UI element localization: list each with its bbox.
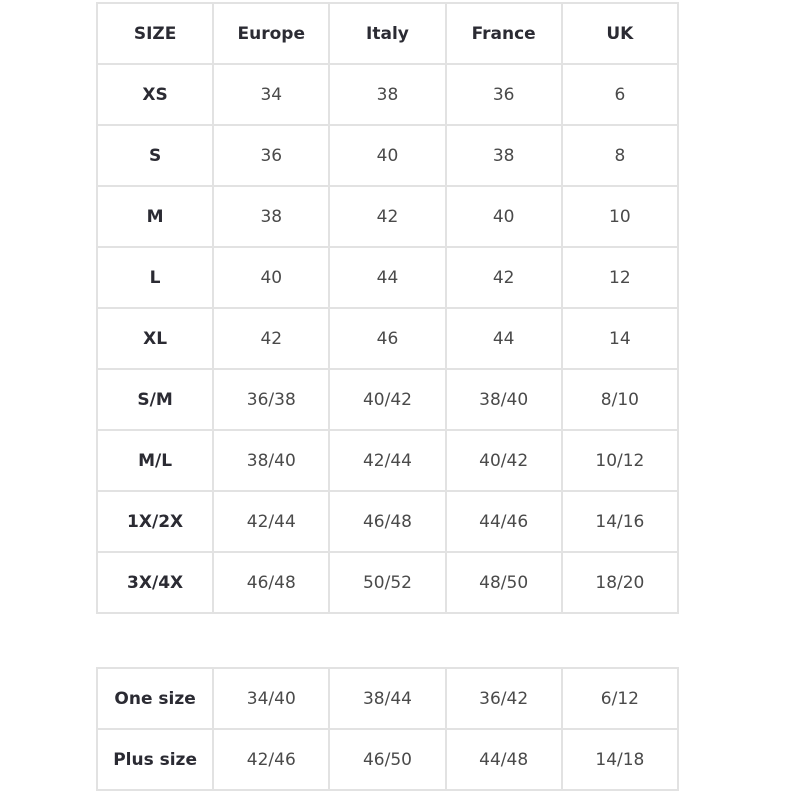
size-label-cell: 1X/2X xyxy=(95,490,215,553)
size-value-cell: 46/50 xyxy=(328,728,447,791)
size-value-cell: 36/42 xyxy=(444,667,563,730)
size-value-cell: 40 xyxy=(328,124,447,187)
size-value-cell: 42/44 xyxy=(328,429,447,492)
size-value-cell: 36 xyxy=(212,124,331,187)
size-label-cell: XS xyxy=(95,63,215,126)
size-label-cell: Plus size xyxy=(95,728,215,791)
size-value-cell: 44/46 xyxy=(444,490,563,553)
size-value-cell: 36/38 xyxy=(212,368,331,431)
size-value-cell: 40/42 xyxy=(328,368,447,431)
size-value-cell: 42 xyxy=(212,307,331,370)
size-value-cell: 10 xyxy=(560,185,680,248)
size-value-cell: 42/46 xyxy=(212,728,331,791)
size-chart-table: SIZE Europe Italy France UK XS 34 38 36 6 S 36 40 38 8… xyxy=(95,2,680,614)
size-value-cell: 42 xyxy=(328,185,447,248)
header-row: SIZE Europe Italy France UK xyxy=(95,2,680,65)
table-row: XS 34 38 36 6 xyxy=(95,63,680,126)
column-header: France xyxy=(444,2,563,65)
size-value-cell: 12 xyxy=(560,246,680,309)
table-row: S 36 40 38 8 xyxy=(95,124,680,187)
size-label-cell: M/L xyxy=(95,429,215,492)
size-value-cell: 40/42 xyxy=(444,429,563,492)
size-value-cell: 38/40 xyxy=(212,429,331,492)
size-value-cell: 36 xyxy=(444,63,563,126)
size-value-cell: 50/52 xyxy=(328,551,447,614)
size-value-cell: 34/40 xyxy=(212,667,331,730)
table-row: 1X/2X 42/44 46/48 44/46 14/16 xyxy=(95,490,680,553)
size-value-cell: 40 xyxy=(444,185,563,248)
column-header: Italy xyxy=(328,2,447,65)
size-value-cell: 10/12 xyxy=(560,429,680,492)
size-value-cell: 40 xyxy=(212,246,331,309)
size-label-cell: S/M xyxy=(95,368,215,431)
size-value-cell: 38 xyxy=(212,185,331,248)
column-header: SIZE xyxy=(95,2,215,65)
size-value-cell: 44/48 xyxy=(444,728,563,791)
size-value-cell: 44 xyxy=(444,307,563,370)
size-value-cell: 6/12 xyxy=(560,667,680,730)
table-row: Plus size 42/46 46/50 44/48 14/18 xyxy=(95,728,680,791)
size-value-cell: 44 xyxy=(328,246,447,309)
size-label-cell: S xyxy=(95,124,215,187)
column-header: UK xyxy=(560,2,680,65)
size-label-cell: L xyxy=(95,246,215,309)
size-value-cell: 6 xyxy=(560,63,680,126)
size-value-cell: 42 xyxy=(444,246,563,309)
size-value-cell: 38 xyxy=(328,63,447,126)
size-value-cell: 14 xyxy=(560,307,680,370)
table-row: S/M 36/38 40/42 38/40 8/10 xyxy=(95,368,680,431)
size-label-cell: M xyxy=(95,185,215,248)
one-plus-size-table: One size 34/40 38/44 36/42 6/12 Plus size 42/4… xyxy=(95,667,680,791)
table-row: M/L 38/40 42/44 40/42 10/12 xyxy=(95,429,680,492)
size-value-cell: 18/20 xyxy=(560,551,680,614)
size-value-cell: 42/44 xyxy=(212,490,331,553)
size-label-cell: 3X/4X xyxy=(95,551,215,614)
size-value-cell: 14/18 xyxy=(560,728,680,791)
size-value-cell: 8 xyxy=(560,124,680,187)
size-value-cell: 34 xyxy=(212,63,331,126)
table-row: L 40 44 42 12 xyxy=(95,246,680,309)
table-row: XL 42 46 44 14 xyxy=(95,307,680,370)
table-row: 3X/4X 46/48 50/52 48/50 18/20 xyxy=(95,551,680,614)
column-header: Europe xyxy=(212,2,331,65)
size-value-cell: 38 xyxy=(444,124,563,187)
size-value-cell: 46 xyxy=(328,307,447,370)
size-value-cell: 48/50 xyxy=(444,551,563,614)
size-value-cell: 38/44 xyxy=(328,667,447,730)
table-row: One size 34/40 38/44 36/42 6/12 xyxy=(95,667,680,730)
size-value-cell: 14/16 xyxy=(560,490,680,553)
size-value-cell: 46/48 xyxy=(212,551,331,614)
size-value-cell: 46/48 xyxy=(328,490,447,553)
size-value-cell: 38/40 xyxy=(444,368,563,431)
size-label-cell: One size xyxy=(95,667,215,730)
size-value-cell: 8/10 xyxy=(560,368,680,431)
table-row: M 38 42 40 10 xyxy=(95,185,680,248)
size-label-cell: XL xyxy=(95,307,215,370)
